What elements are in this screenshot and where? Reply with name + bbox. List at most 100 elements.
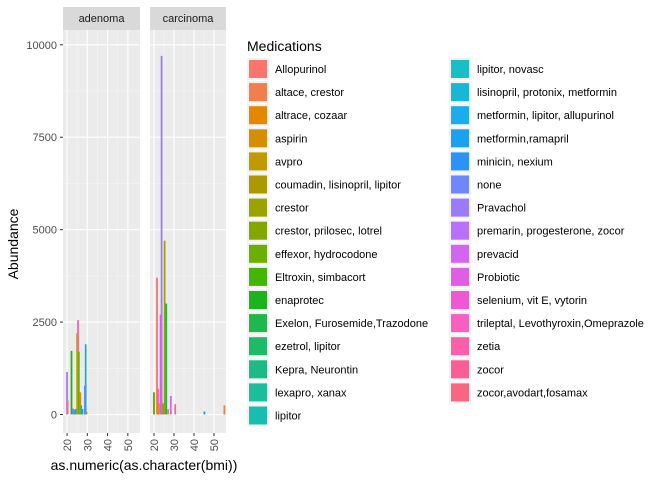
bar-adenoma: [74, 408, 77, 415]
legend-swatch: [451, 360, 469, 379]
legend-swatch: [249, 314, 267, 333]
bar-adenoma: [79, 392, 82, 415]
legend-swatch: [249, 129, 267, 148]
bar-adenoma: [81, 408, 84, 415]
legend-item-label: none: [477, 180, 501, 192]
bar-adenoma: [66, 371, 68, 415]
legend-swatch: [249, 244, 267, 263]
legend-item-label: Exelon, Furosemide,Trazodone: [275, 318, 428, 330]
legend-item-label: prevacid: [477, 249, 519, 261]
legend-swatch: [451, 106, 469, 125]
bar-carcinoma: [157, 388, 159, 415]
legend-item-label: zetia: [477, 341, 501, 353]
y-axis-title: Abundance: [5, 208, 21, 279]
legend-item-label: Eltroxin, simbacort: [275, 272, 365, 284]
bar-carcinoma: [203, 411, 206, 415]
legend-item-label: metformin,ramapril: [477, 133, 569, 145]
x-tick-label: 50: [123, 439, 135, 451]
legend-swatch: [451, 83, 469, 102]
legend-swatch: [451, 244, 469, 263]
legend-swatch: [249, 175, 267, 194]
legend-swatch: [451, 221, 469, 240]
bar-adenoma: [84, 344, 87, 415]
legend-item-label: crestor, prilosec, lotrel: [275, 226, 382, 238]
legend-item-label: Pravachol: [477, 203, 526, 215]
legend-swatch: [451, 291, 469, 309]
bar-adenoma: [72, 408, 75, 415]
x-tick-label: 30: [82, 439, 94, 451]
y-tick-label: 10000: [26, 40, 57, 52]
bar-carcinoma: [156, 277, 158, 415]
legend-swatch: [249, 60, 267, 78]
bar-adenoma: [70, 350, 73, 415]
legend-item-label: lexapro, xanax: [275, 387, 347, 399]
facet-strip-carcinoma: [150, 7, 226, 30]
legend-item-label: enaprotec: [275, 295, 324, 307]
legend-item-label: aspirin: [275, 133, 307, 145]
bar-carcinoma: [169, 396, 172, 415]
bar-carcinoma: [174, 404, 177, 415]
bar-adenoma: [85, 411, 88, 415]
legend-swatch: [249, 198, 267, 217]
legend-swatch: [249, 360, 267, 379]
legend-item-label: effexor, hydrocodone: [275, 249, 378, 261]
legend-swatch: [249, 337, 267, 356]
legend-item-label: lisinopril, protonix, metformin: [477, 87, 617, 99]
legend-swatch: [249, 291, 267, 309]
legend-swatch: [451, 129, 469, 148]
legend-item-label: coumadin, lisinopril, lipitor: [275, 180, 401, 192]
y-tick-label: 0: [51, 410, 57, 422]
legend-swatch: [249, 106, 267, 125]
y-tick-label: 7500: [33, 132, 57, 144]
legend-item-label: Probiotic: [477, 272, 520, 284]
x-tick-label: 50: [209, 439, 221, 451]
x-axis-title: as.numeric(as.character(bmi)): [51, 457, 238, 473]
y-tick-label: 2500: [33, 317, 57, 329]
legend-swatch: [451, 60, 469, 78]
legend-title: Medications: [247, 38, 322, 54]
legend-item-label: zocor: [477, 364, 504, 376]
bar-carcinoma: [160, 55, 163, 415]
legend-swatch: [451, 314, 469, 333]
facet-strip-label: adenoma: [79, 13, 126, 25]
legend-item-label: altrace, cozaar: [275, 110, 347, 122]
legend-item-label: avpro: [275, 156, 303, 168]
legend-swatch: [249, 221, 267, 240]
bar-adenoma: [73, 410, 76, 415]
x-tick-label: 40: [103, 439, 115, 451]
legend-swatch: [451, 337, 469, 356]
legend-item-label: altace, crestor: [275, 87, 344, 99]
x-tick-label: 20: [62, 439, 74, 451]
legend-swatch: [451, 198, 469, 217]
x-tick-label: 30: [169, 439, 181, 451]
legend-item-label: minicin, nexium: [477, 156, 553, 168]
panel-background: [63, 30, 140, 433]
bar-carcinoma: [167, 408, 169, 415]
bar-carcinoma: [153, 392, 155, 415]
legend-item-label: zocor,avodart,fosamax: [477, 387, 588, 399]
bar-carcinoma: [157, 403, 160, 415]
legend-swatch: [249, 383, 267, 402]
facet-strip-adenoma: [63, 7, 140, 30]
facet-strip-label: carcinoma: [163, 13, 215, 25]
legend-swatch: [451, 152, 469, 171]
legend-item-label: ezetrol, lipitor: [275, 341, 341, 353]
bar-adenoma: [80, 405, 83, 415]
legend-item-label: premarin, progesterone, zocor: [477, 226, 625, 238]
legend-swatch: [249, 152, 267, 171]
bar-adenoma: [66, 400, 69, 415]
x-tick-label: 40: [189, 439, 201, 451]
bar-carcinoma: [159, 314, 162, 415]
bar-carcinoma: [223, 405, 226, 415]
x-tick-label: 20: [149, 439, 161, 451]
legend-swatch: [451, 175, 469, 194]
legend-item-label: Kepra, Neurontin: [275, 364, 358, 376]
panel-background: [150, 30, 226, 433]
bar-carcinoma: [165, 303, 168, 415]
legend-item-label: trileptal, Levothyroxin,Omeprazole: [477, 318, 644, 330]
legend-item-label: selenium, vit E, vytorin: [477, 295, 587, 307]
bar-carcinoma: [163, 240, 166, 415]
legend-swatch: [249, 83, 267, 102]
bar-carcinoma: [162, 403, 165, 415]
